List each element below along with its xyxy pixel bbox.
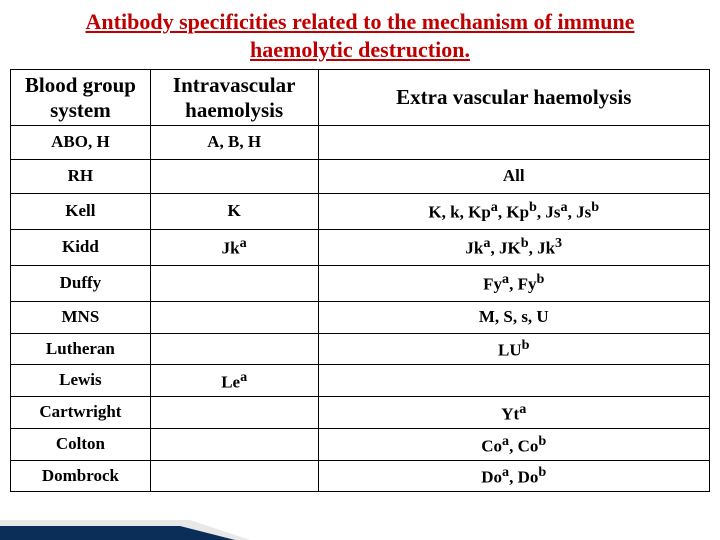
cell-intravascular: Lea: [150, 365, 318, 397]
cell-system: Kidd: [11, 230, 151, 266]
cell-intravascular: [150, 334, 318, 365]
table-row: KiddJkaJka, JKb, Jk3: [11, 230, 710, 266]
cell-extravascular: [318, 365, 709, 397]
specificity-table: Blood group system Intravascular haemoly…: [10, 69, 710, 492]
title-line-1: Antibody specificities related to the me…: [86, 9, 635, 34]
cell-system: Cartwright: [11, 397, 151, 429]
cell-intravascular: K: [150, 194, 318, 230]
cell-extravascular: Coa, Cob: [318, 429, 709, 461]
cell-system: Colton: [11, 429, 151, 461]
table-row: RH All: [11, 160, 710, 194]
table-row: Dombrock Doa, Dob: [11, 461, 710, 492]
cell-extravascular: All: [318, 160, 709, 194]
cell-extravascular: [318, 126, 709, 160]
table-row: Cartwright Yta: [11, 397, 710, 429]
header-intravascular: Intravascular haemolysis: [150, 70, 318, 126]
cell-extravascular: M, S, s, U: [318, 302, 709, 334]
slide-title: Antibody specificities related to the me…: [0, 0, 720, 69]
cell-extravascular: LUb: [318, 334, 709, 365]
cell-system: RH: [11, 160, 151, 194]
cell-intravascular: A, B, H: [150, 126, 318, 160]
cell-system: MNS: [11, 302, 151, 334]
cell-intravascular: [150, 397, 318, 429]
cell-system: Kell: [11, 194, 151, 230]
footer-bar: [0, 526, 235, 540]
table-header-row: Blood group system Intravascular haemoly…: [11, 70, 710, 126]
cell-extravascular: Yta: [318, 397, 709, 429]
table-row: LewisLea: [11, 365, 710, 397]
footer-decor: [0, 506, 260, 540]
cell-intravascular: [150, 160, 318, 194]
table-row: Colton Coa, Cob: [11, 429, 710, 461]
cell-extravascular: Fya, Fyb: [318, 266, 709, 302]
cell-system: Dombrock: [11, 461, 151, 492]
table-row: ABO, HA, B, H: [11, 126, 710, 160]
cell-intravascular: [150, 302, 318, 334]
header-blood-group: Blood group system: [11, 70, 151, 126]
cell-system: Duffy: [11, 266, 151, 302]
cell-intravascular: [150, 266, 318, 302]
table-body: ABO, HA, B, HRHAllKellKK, k, Kpa, Kpb, J…: [11, 126, 710, 492]
cell-extravascular: K, k, Kpa, Kpb, Jsa, Jsb: [318, 194, 709, 230]
table-row: Lutheran LUb: [11, 334, 710, 365]
cell-system: Lutheran: [11, 334, 151, 365]
header-extravascular: Extra vascular haemolysis: [318, 70, 709, 126]
cell-intravascular: [150, 461, 318, 492]
footer-shadow: [0, 520, 250, 540]
table-row: Duffy Fya, Fyb: [11, 266, 710, 302]
cell-system: Lewis: [11, 365, 151, 397]
cell-intravascular: Jka: [150, 230, 318, 266]
cell-intravascular: [150, 429, 318, 461]
table-row: KellKK, k, Kpa, Kpb, Jsa, Jsb: [11, 194, 710, 230]
cell-system: ABO, H: [11, 126, 151, 160]
title-line-2: haemolytic destruction.: [250, 37, 470, 62]
table-row: MNS M, S, s, U: [11, 302, 710, 334]
cell-extravascular: Jka, JKb, Jk3: [318, 230, 709, 266]
cell-extravascular: Doa, Dob: [318, 461, 709, 492]
